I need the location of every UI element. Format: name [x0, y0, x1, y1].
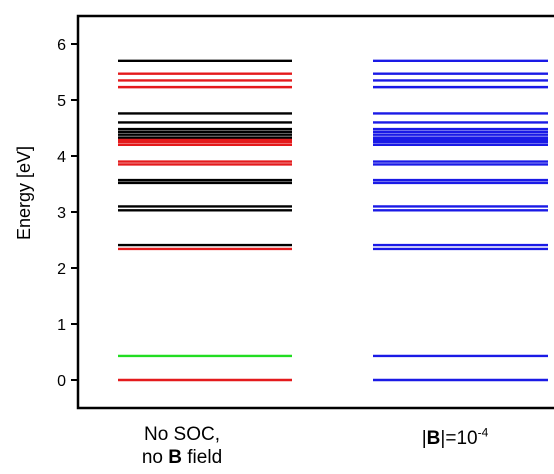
y-tick-label-3: 3	[57, 205, 66, 222]
category-label-no-soc: No SOC, no B field	[122, 423, 242, 469]
category-label-b-mid: |=10	[440, 428, 478, 449]
category-label-b-sup: -4	[477, 425, 489, 440]
energy-levels	[118, 59, 548, 382]
y-tick-label-4: 4	[57, 149, 66, 166]
category-label-b-prefix: |	[421, 428, 427, 449]
y-tick-label-6: 6	[57, 37, 66, 54]
y-tick-label-5: 5	[57, 93, 66, 110]
y-tick-label-1: 1	[57, 317, 66, 334]
category-label-b-bold: B	[426, 428, 441, 449]
category-label-no-soc-bold: B	[168, 447, 182, 468]
y-tick-label-2: 2	[57, 261, 66, 278]
y-tick-label-0: 0	[57, 373, 66, 390]
category-label-b-field: |B|=10-4	[400, 427, 510, 450]
category-label-no-soc-line2: no B field	[122, 446, 242, 469]
category-label-no-soc-suffix: field	[182, 447, 223, 468]
category-label-no-soc-prefix: no	[141, 447, 169, 468]
category-label-no-soc-line1: No SOC,	[143, 424, 221, 445]
y-axis-ticks: 0 1 2 3 4 5 6	[57, 37, 78, 390]
y-axis-label: Energy [eV]	[14, 146, 34, 240]
